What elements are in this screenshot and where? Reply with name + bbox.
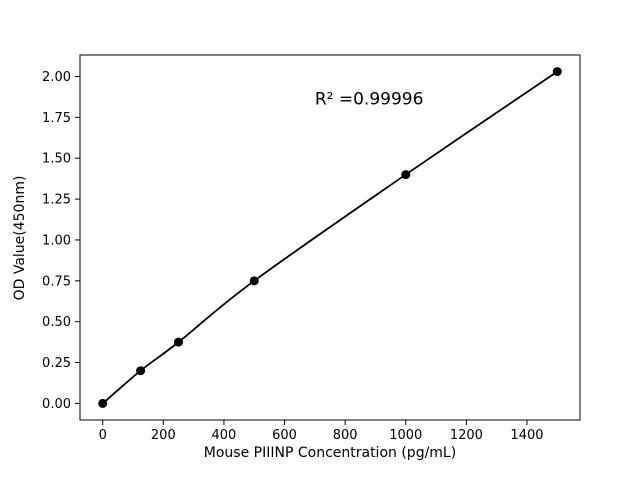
x-tick-label: 1400 — [510, 428, 543, 443]
data-series — [98, 67, 562, 408]
y-tick-label: 1.25 — [42, 193, 71, 208]
x-tick-label: 800 — [333, 428, 358, 443]
y-tick-label: 2.00 — [42, 70, 71, 85]
x-axis-label: Mouse PIIINP Concentration (pg/mL) — [204, 445, 456, 461]
data-point — [136, 366, 146, 376]
x-tick-label: 1200 — [450, 428, 483, 443]
data-point — [98, 398, 108, 408]
x-tick-label: 400 — [212, 428, 237, 443]
x-tick-label: 200 — [151, 428, 176, 443]
x-tick-label: 600 — [272, 428, 297, 443]
y-tick-label: 1.75 — [42, 111, 71, 126]
y-axis-ticks: 0.00 0.25 0.50 0.75 1.00 1.25 1.50 1.75 2.00 — [42, 70, 80, 412]
x-tick-label: 1000 — [389, 428, 422, 443]
fit-line — [102, 70, 558, 405]
y-tick-label: 1.50 — [42, 152, 71, 167]
data-point — [552, 67, 562, 77]
data-point — [249, 276, 259, 286]
plot-area — [79, 54, 581, 421]
x-tick-label: 0 — [99, 428, 107, 443]
data-point — [173, 337, 183, 347]
y-tick-label: 0.75 — [42, 274, 71, 289]
y-tick-label: 0.25 — [42, 356, 71, 371]
y-tick-label: 1.00 — [42, 233, 71, 248]
y-tick-label: 0.00 — [42, 397, 71, 412]
y-axis-label: OD Value(450nm) — [12, 176, 28, 301]
x-axis-ticks: 0 200 400 600 800 1000 1200 1400 — [99, 420, 544, 443]
y-tick-label: 0.50 — [42, 315, 71, 330]
data-point — [401, 170, 411, 180]
r-squared-annotation: R² =0.99996 — [315, 89, 424, 109]
